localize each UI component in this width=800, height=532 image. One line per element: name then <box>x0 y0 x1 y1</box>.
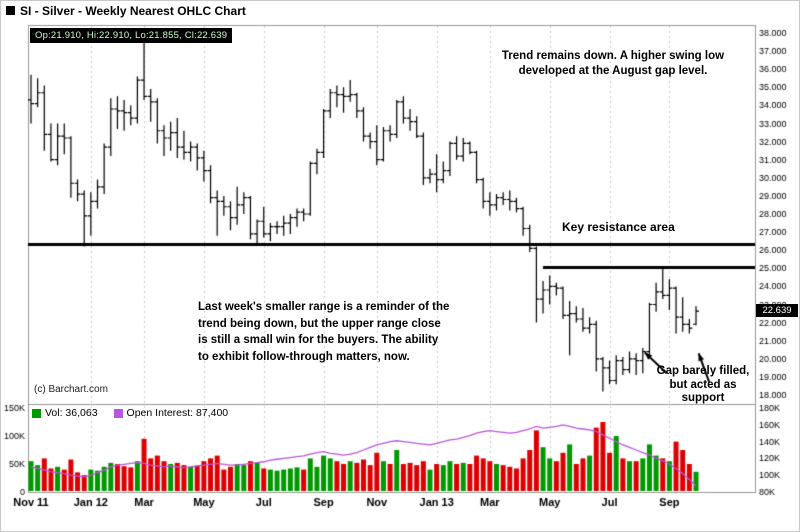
open-interest-label: Open Interest: 87,400 <box>126 407 229 419</box>
page-title: SI - Silver - Weekly Nearest OHLC Chart <box>20 4 246 18</box>
title-bar: SI - Silver - Weekly Nearest OHLC Chart <box>1 1 799 21</box>
title-square-icon <box>6 6 15 15</box>
volume-legend: Vol: 36,063 Open Interest: 87,400 <box>32 407 228 419</box>
open-interest-swatch-icon <box>113 408 123 418</box>
volume-label: Vol: 36,063 <box>45 407 98 419</box>
annotation-trend: Trend remains down. A higher swing low d… <box>501 50 725 77</box>
annotation-gap: Gap barely filled, but acted as support <box>656 365 750 404</box>
volume-swatch-icon <box>32 408 41 418</box>
annotation-range-comment: Last week's smaller range is a reminder … <box>198 301 450 363</box>
copyright-label: (c) Barchart.com <box>34 384 108 395</box>
last-price-badge: 22.639 <box>756 304 798 318</box>
ohlc-quote-label: Op:21.910, Hi:22.910, Lo:21.855, Cl:22.6… <box>30 28 233 43</box>
annotation-key-resistance: Key resistance area <box>562 220 675 234</box>
